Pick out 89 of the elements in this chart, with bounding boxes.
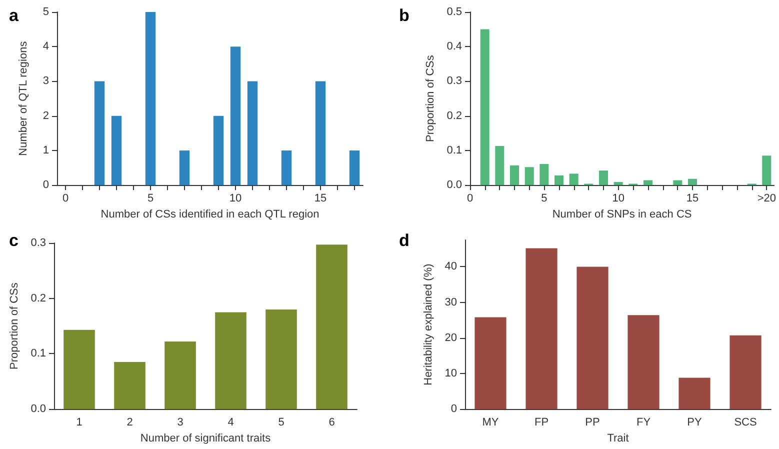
y-tick-label: 0 (450, 403, 457, 416)
y-tick-label: 0.2 (446, 110, 462, 122)
y-tick-label: 0 (42, 179, 49, 192)
bar (213, 116, 224, 186)
y-tick-label: 40 (444, 260, 457, 273)
bar (628, 315, 660, 410)
bar (598, 170, 608, 186)
bar (111, 116, 122, 186)
y-tick-label: 4 (42, 40, 49, 53)
bar (145, 12, 156, 186)
chart-title: c (9, 231, 18, 250)
x-axis-title: Number of SNPs in each CS (552, 208, 692, 220)
bar (480, 29, 490, 186)
x-tick-label: FY (636, 416, 652, 429)
bar (230, 46, 241, 186)
x-axis-title: Number of CSs identified in each QTL region (100, 208, 320, 220)
bar (526, 248, 558, 410)
y-tick-label: 1 (42, 144, 49, 156)
bar (164, 342, 196, 410)
x-tick-label: >20 (757, 192, 776, 205)
chart-title: d (399, 231, 410, 250)
y-axis-title: Proportion of CSs (8, 282, 20, 370)
x-axis-title: Number of significant traits (140, 432, 272, 444)
x-tick-label: SCS (734, 416, 757, 429)
bar (281, 150, 292, 186)
bar (349, 150, 360, 186)
y-tick-label: 30 (444, 296, 457, 308)
x-tick-label: PP (585, 416, 600, 429)
x-tick-label: 5 (278, 416, 284, 429)
y-tick-label: 5 (42, 6, 49, 18)
bar (643, 180, 653, 186)
y-tick-label: 0.2 (30, 292, 46, 304)
bar (688, 178, 698, 186)
bar (524, 167, 534, 186)
x-axis-title: Trait (607, 432, 629, 444)
x-tick-label: 10 (229, 192, 242, 205)
y-tick-label: 0.0 (446, 179, 462, 192)
bar (510, 165, 520, 186)
x-tick-label: 5 (147, 192, 154, 205)
bar (316, 244, 348, 410)
y-tick-label: 0.4 (446, 40, 462, 53)
y-tick-label: 0.1 (446, 144, 462, 156)
bar (730, 335, 762, 410)
x-tick-label: 15 (314, 192, 327, 205)
y-axis-title: Heritability explained (%) (422, 264, 434, 386)
bar (179, 150, 190, 186)
bar (64, 330, 95, 410)
y-tick-label: 0.5 (446, 6, 462, 18)
bar (247, 81, 258, 186)
y-axis-title: Proportion of CSs (424, 54, 436, 142)
y-tick-label: 2 (42, 110, 49, 122)
bar (576, 266, 608, 410)
bar (678, 378, 710, 410)
bar (495, 146, 504, 186)
bar (762, 156, 772, 186)
x-tick-label: PY (687, 416, 702, 429)
chart-title: b (399, 6, 410, 25)
bar (94, 81, 105, 186)
x-tick-label: 6 (328, 416, 335, 429)
x-tick-label: 15 (686, 192, 699, 205)
x-tick-label: 3 (177, 416, 184, 429)
bar (614, 182, 623, 186)
y-tick-label: 0.1 (30, 348, 46, 360)
bar (540, 164, 549, 186)
x-tick-label: MY (482, 416, 500, 429)
bar (266, 309, 297, 410)
y-tick-label: 20 (444, 332, 457, 344)
x-tick-label: 10 (612, 192, 624, 205)
y-tick-label: 0.3 (446, 75, 462, 88)
y-tick-label: 0.3 (30, 237, 46, 249)
bar (554, 175, 564, 186)
x-tick-label: FP (534, 416, 549, 429)
x-tick-label: 0 (466, 192, 474, 205)
x-tick-label: 5 (541, 192, 548, 205)
y-tick-label: 10 (444, 368, 457, 380)
bar (673, 180, 682, 186)
y-axis-title: Number of QTL regions (18, 40, 30, 156)
x-tick-label: 4 (228, 416, 234, 429)
bar (315, 81, 326, 186)
x-tick-label: 1 (76, 416, 82, 429)
bar (215, 312, 246, 410)
bar (114, 362, 146, 410)
x-tick-label: 2 (126, 416, 133, 429)
y-tick-label: 3 (42, 75, 49, 88)
bar (474, 317, 506, 410)
bar (569, 174, 578, 186)
x-tick-label: 0 (62, 192, 69, 205)
chart-title: a (9, 6, 19, 25)
y-tick-label: 0.0 (30, 403, 46, 416)
